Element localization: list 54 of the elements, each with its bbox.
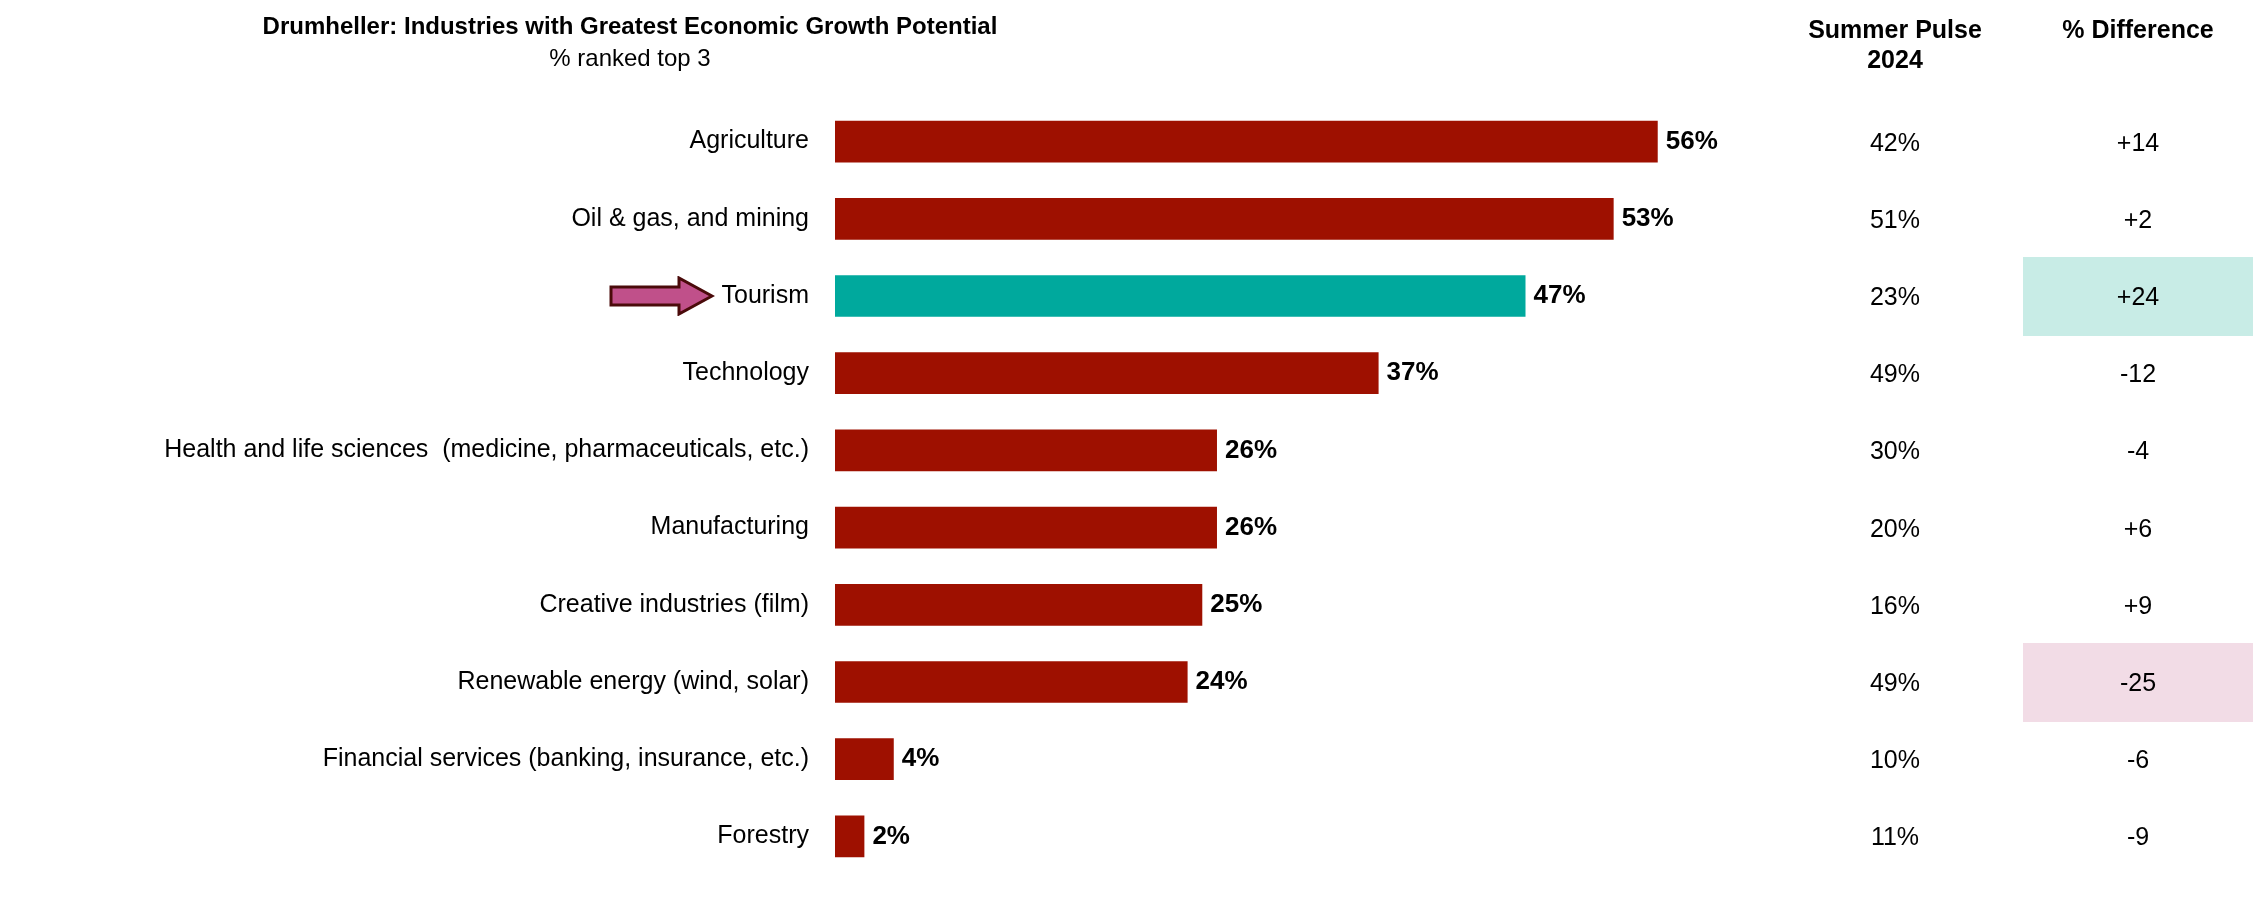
bar [835,583,1203,626]
data-label: 2% [872,819,910,850]
data-label: +9 [2122,589,2154,621]
text: Drumheller: Industries with Greatest Economic Growth Potential [261,12,999,40]
data-label: 11% [1869,821,1921,853]
bar [835,352,1379,395]
y-tick-label: Agriculture [689,125,809,154]
data-label: 23% [1868,281,1921,312]
data-label: -25 [2023,643,2253,722]
data-label: 49% [1868,358,1921,390]
text: Summer Pulse 2024 [1807,14,1983,74]
y-tick-label: Financial services (banking, insurance, etc.) [322,743,809,772]
data-label: +14 [2115,126,2161,158]
data-label: 30% [1868,435,1921,467]
data-label: 47% [1533,279,1586,310]
bar [835,506,1217,549]
data-label: 42% [1868,126,1921,158]
y-tick-label: Health and life sciences (medicine, pharmaceuticals, etc.) [164,434,809,463]
bar [835,815,865,858]
data-label: 53% [1621,201,1674,232]
data-label: +6 [2122,512,2154,544]
data-label: 16% [1868,589,1921,621]
data-label: 25% [1210,587,1263,618]
data-label: 4% [901,742,940,773]
text: % ranked top 3 [548,44,712,72]
data-label: -12 [2118,358,2158,390]
data-label: 37% [1386,356,1439,387]
y-tick-label: Forestry [717,820,810,849]
y-tick-label: Creative industries (film) [539,588,809,617]
data-label: +2 [2122,203,2154,235]
data-label: 20% [1868,512,1921,544]
text: % Difference [2061,14,2215,44]
data-label: 26% [1224,510,1278,541]
y-tick-label: Oil & gas, and mining [571,202,809,231]
data-label: -6 [2125,744,2151,776]
data-label: -9 [2125,821,2151,853]
bar [835,120,1658,163]
data-label: 24% [1195,665,1248,696]
bar [835,661,1188,703]
data-label: 26% [1224,433,1278,464]
y-tick-label: Tourism [721,279,809,308]
bar [835,275,1526,317]
y-tick-label: Manufacturing [650,511,809,540]
data-label: 49% [1868,667,1921,698]
bar [835,429,1217,472]
data-label: 51% [1868,203,1921,235]
data-label: +24 [2023,257,2253,336]
y-tick-label: Renewable energy (wind, solar) [457,665,809,694]
data-label: 10% [1868,744,1921,776]
data-label: -4 [2125,435,2151,467]
y-tick-label: Technology [682,357,810,386]
bar [835,738,894,781]
data-label: 56% [1665,124,1718,155]
bar [835,197,1614,240]
